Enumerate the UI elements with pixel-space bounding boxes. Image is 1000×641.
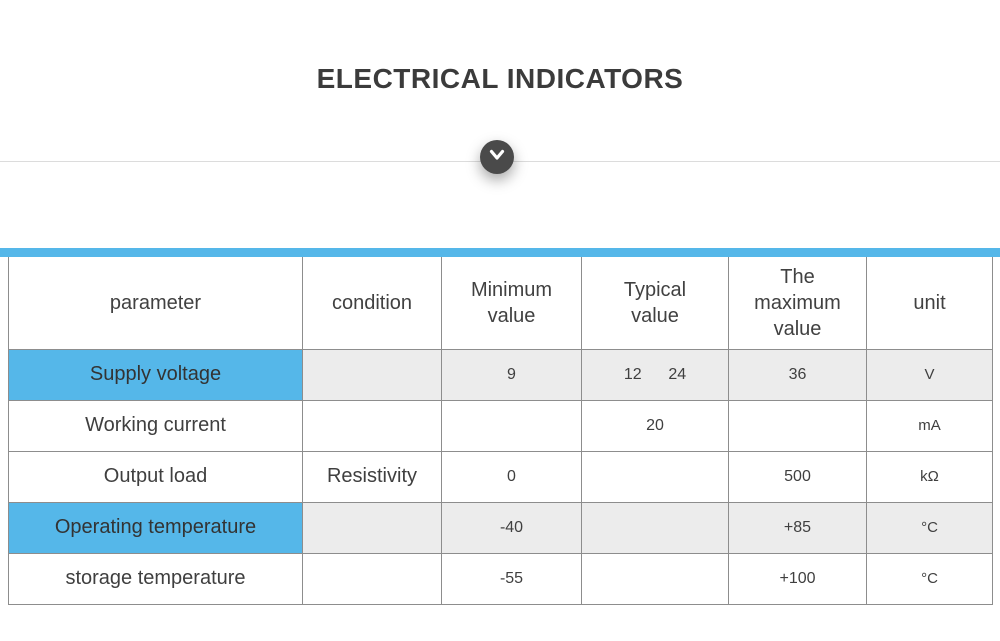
cell-condition	[302, 399, 442, 452]
cell-minimum: 0	[441, 450, 582, 503]
col-header-typical-value: Typical value	[581, 257, 729, 350]
col-header-maximum-value: The maximum value	[728, 257, 867, 350]
table-row: storage temperature -55 +100 °C	[8, 552, 993, 605]
cell-typical	[581, 552, 729, 605]
cell-parameter: Operating temperature	[8, 501, 303, 554]
table-row: Output load Resistivity 0 500 kΩ	[8, 450, 993, 503]
cell-condition	[302, 501, 442, 554]
cell-maximum	[728, 399, 867, 452]
spec-table: parameter condition Minimum value Typica…	[8, 257, 993, 605]
cell-maximum: +85	[728, 501, 867, 554]
header-row: parameter condition Minimum value Typica…	[8, 257, 993, 350]
cell-unit: mA	[866, 399, 993, 452]
cell-minimum	[441, 399, 582, 452]
col-header-condition: condition	[302, 257, 442, 350]
cell-typical: 20	[581, 399, 729, 452]
cell-unit: V	[866, 348, 993, 401]
page-title: ELECTRICAL INDICATORS	[316, 63, 684, 94]
cell-parameter: storage temperature	[8, 552, 303, 605]
cell-maximum: +100	[728, 552, 867, 605]
cell-typical: 12 24	[581, 348, 729, 401]
cell-condition	[302, 552, 442, 605]
cell-minimum: 9	[441, 348, 582, 401]
cell-unit: kΩ	[866, 450, 993, 503]
col-header-minimum-value: Minimum value	[441, 257, 582, 350]
col-header-unit: unit	[866, 257, 993, 350]
accent-bar	[0, 248, 1000, 257]
cell-parameter: Working current	[8, 399, 303, 452]
cell-typical	[581, 450, 729, 503]
table-row: Operating temperature -40 +85 °C	[8, 501, 993, 554]
chevron-circle	[480, 140, 514, 174]
cell-unit: °C	[866, 552, 993, 605]
table-header: parameter condition Minimum value Typica…	[8, 257, 993, 350]
table-row: Working current 20 mA	[8, 399, 993, 452]
cell-condition: Resistivity	[302, 450, 442, 503]
cell-unit: °C	[866, 501, 993, 554]
cell-minimum: -55	[441, 552, 582, 605]
cell-maximum: 500	[728, 450, 867, 503]
cell-minimum: -40	[441, 501, 582, 554]
chevron-down-icon	[487, 145, 507, 170]
col-header-parameter: parameter	[8, 257, 303, 350]
table-row: Supply voltage 9 12 24 36 V	[8, 348, 993, 401]
cell-condition	[302, 348, 442, 401]
cell-parameter: Output load	[8, 450, 303, 503]
cell-maximum: 36	[728, 348, 867, 401]
cell-typical	[581, 501, 729, 554]
cell-parameter: Supply voltage	[8, 348, 303, 401]
